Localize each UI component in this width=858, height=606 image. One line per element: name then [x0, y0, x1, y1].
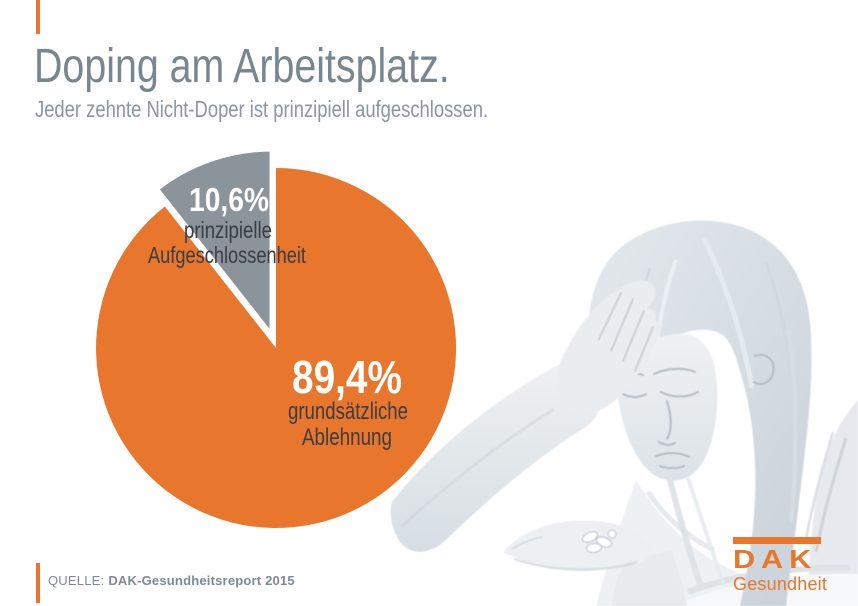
finger-line: [610, 298, 634, 352]
dak-logo: DAK Gesundheit: [733, 537, 828, 594]
slice-label-ablehnung-line1: grundsätzliche: [288, 398, 408, 425]
slice-label-aufgeschlossenheit-line1: prinzipielle: [184, 217, 272, 243]
slice-value-ablehnung: 89,4%: [292, 351, 402, 403]
slice-label-aufgeschlossenheit-line2: Aufgeschlossenheit: [148, 242, 306, 268]
face-features: [620, 354, 775, 470]
hair-streak: [701, 236, 755, 389]
hand-on-head: [557, 280, 662, 416]
source-label: QUELLE:: [48, 573, 105, 588]
forearm-to-head: [390, 364, 599, 552]
closed-eye-right: [660, 391, 699, 398]
dak-logo-bar: [733, 537, 821, 544]
pill: [585, 542, 603, 554]
slice-value-aufgeschlossenheit: 10,6%: [189, 181, 269, 218]
lower-lip: [659, 465, 685, 470]
source-note: QUELLE: DAK-Gesundheitsreport 2015: [48, 573, 295, 588]
dak-logo-subline: Gesundheit: [733, 574, 828, 594]
closed-eye-left: [622, 393, 647, 398]
shoulder-right-edge: [807, 400, 858, 606]
hair-streak: [786, 329, 798, 523]
page-title: Doping am Arbeitsplatz.: [34, 40, 450, 93]
tanktop-strap-2: [803, 431, 835, 545]
pie-slice-ablehnung: [96, 167, 457, 528]
pie-slice-aufgeschlossenheit: [152, 146, 275, 344]
finger-line: [598, 292, 622, 340]
accent-line-top: [36, 0, 40, 34]
palm-shadow: [513, 557, 638, 571]
hair-strand-front: [665, 471, 703, 585]
accent-line-bottom: [36, 563, 40, 603]
eyebrow-right: [653, 367, 696, 375]
source-value: DAK-Gesundheitsreport 2015: [108, 573, 295, 588]
page-subtitle: Jeder zehnte Nicht-Doper ist prinzipiell…: [35, 96, 489, 122]
fingertips: [511, 536, 544, 550]
finger-lines: [598, 292, 654, 372]
dak-logo-wordmark: DAK: [733, 544, 818, 574]
pills: [581, 529, 617, 554]
neck-shadow: [645, 490, 716, 553]
pill: [607, 529, 617, 539]
hair-strand-front: [686, 477, 726, 587]
finger-line: [622, 310, 645, 362]
pill: [581, 531, 599, 543]
finger-line: [634, 326, 654, 372]
slice-label-ablehnung-line2: Ablehnung: [302, 424, 392, 451]
upper-lip: [655, 452, 690, 458]
forearm-shading: [399, 407, 555, 529]
ear: [753, 354, 775, 385]
nostril: [658, 441, 676, 446]
nose-line: [666, 400, 672, 440]
